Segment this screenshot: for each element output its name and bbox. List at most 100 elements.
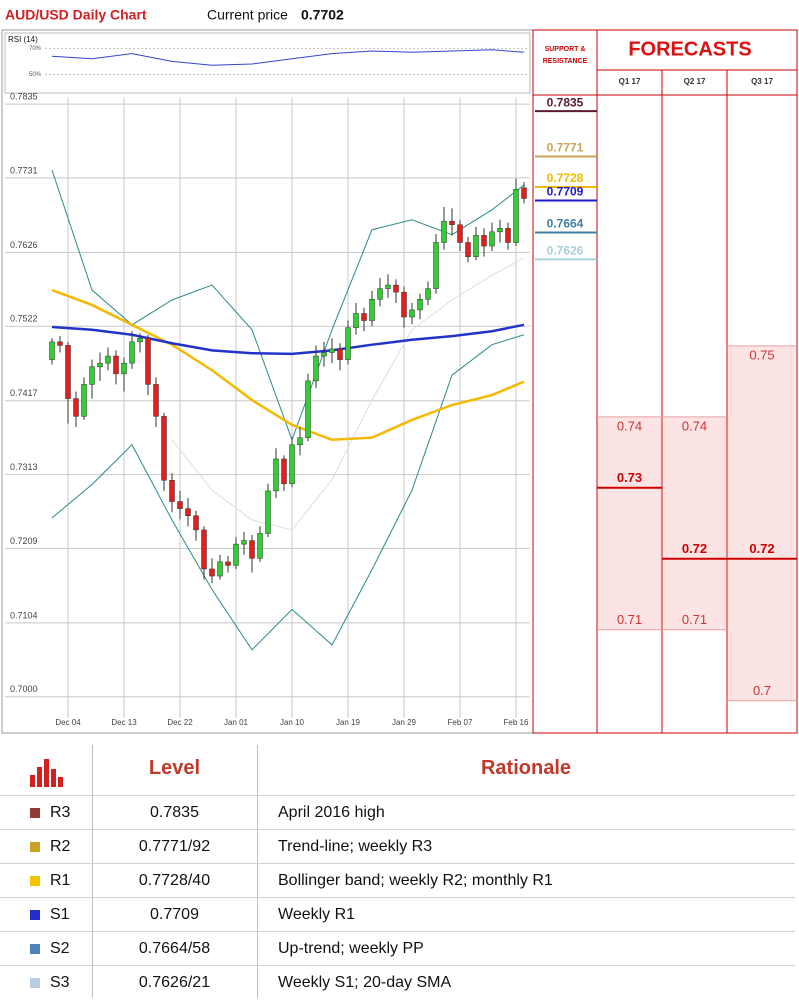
- y-tick-label: 0.7731: [10, 165, 38, 175]
- candle-body: [297, 437, 303, 446]
- level-name: S2: [50, 940, 70, 957]
- column-line: [92, 745, 93, 998]
- level-label: 0.7626: [547, 244, 584, 258]
- level-value: 0.7664/58: [138, 940, 211, 957]
- candle-body: [49, 341, 55, 360]
- candle-body: [345, 327, 351, 360]
- candle-body: [497, 228, 503, 233]
- candle-body: [433, 242, 439, 289]
- chart-title: AUD/USD Daily Chart: [5, 7, 147, 23]
- candle-body: [313, 355, 319, 382]
- candle-body: [281, 458, 287, 485]
- level-label: 0.7835: [547, 95, 584, 109]
- candle-body: [113, 355, 119, 375]
- y-tick-label: 0.7000: [10, 684, 38, 694]
- levels-table: Level Rationale R3 0.7835 April 2016 high R…: [0, 745, 799, 998]
- candle-body: [393, 284, 399, 293]
- forecast-high-label: 0.74: [682, 418, 707, 433]
- candle-body: [369, 299, 375, 321]
- candle-body: [417, 299, 423, 311]
- candle-body: [481, 235, 487, 247]
- candle-body: [185, 508, 191, 516]
- x-tick-label: Jan 19: [336, 718, 361, 727]
- candle-body: [153, 384, 159, 417]
- candle-body: [441, 220, 447, 243]
- level-name: S3: [50, 974, 70, 991]
- level-rationale: April 2016 high: [278, 804, 385, 821]
- y-tick-label: 0.7835: [10, 91, 38, 101]
- forecast-central-label: 0.73: [617, 470, 642, 485]
- forecast-high-label: 0.74: [617, 418, 642, 433]
- candle-body: [521, 187, 527, 199]
- level-value: 0.7626/21: [138, 974, 211, 991]
- y-tick-label: 0.7313: [10, 462, 38, 472]
- overlay-line: [51, 323, 525, 356]
- forecast-low-label: 0.7: [753, 683, 771, 698]
- level-label: 0.7664: [547, 217, 584, 231]
- candle-body: [289, 444, 295, 485]
- x-tick-label: Jan 29: [392, 718, 417, 727]
- y-tick-label: 0.7104: [10, 610, 38, 620]
- level-rationale: Weekly R1: [278, 906, 356, 923]
- candle-body: [105, 355, 111, 364]
- quarter-label: Q3 17: [751, 77, 773, 86]
- price-label: Current price: [207, 7, 288, 23]
- candle-body: [249, 540, 255, 559]
- candle-body: [425, 288, 431, 300]
- table-row: R1 0.7728/40 Bollinger band; weekly R2; mo…: [0, 863, 795, 898]
- candle-body: [257, 533, 263, 559]
- candle-body: [129, 341, 135, 364]
- candle-body: [273, 458, 279, 492]
- candle-body: [321, 352, 327, 357]
- overlay-line: [51, 334, 525, 651]
- level-label: 0.7771: [547, 141, 584, 155]
- candle-body: [361, 313, 367, 321]
- candle-body: [137, 338, 143, 343]
- x-tick-label: Dec 13: [111, 718, 137, 727]
- level-swatch: [30, 808, 40, 818]
- x-tick-label: Feb 16: [504, 718, 529, 727]
- forecast-low-label: 0.71: [617, 612, 642, 627]
- sr-title: SUPPORT & RESISTANCE: [542, 46, 588, 65]
- candle-body: [449, 220, 455, 225]
- forecast-low-label: 0.71: [682, 612, 707, 627]
- candle-body: [57, 341, 63, 346]
- level-label: 0.7728: [547, 171, 584, 185]
- candle-body: [161, 416, 167, 481]
- level-swatch: [30, 910, 40, 920]
- forecast-range: [728, 345, 796, 701]
- candle-body: [513, 189, 519, 243]
- y-tick-label: 0.7209: [10, 536, 38, 546]
- table-icon: [30, 759, 63, 787]
- table-row: R3 0.7835 April 2016 high: [0, 795, 795, 830]
- chart-area: AUD/USD Daily Chart Current price 0.7702…: [1, 7, 798, 734]
- candle-body: [337, 348, 343, 360]
- level-swatch: [30, 876, 40, 886]
- overlay-line: [51, 288, 525, 442]
- candle-body: [201, 529, 207, 570]
- candle-body: [409, 309, 415, 318]
- y-tick-label: 70%: [29, 46, 42, 52]
- candle-body: [121, 362, 127, 375]
- candle-body: [505, 228, 511, 243]
- candle-body: [305, 380, 311, 438]
- level-rationale: Bollinger band; weekly R2; monthly R1: [278, 872, 553, 889]
- sr-title-box: SUPPORT & RESISTANCE: [542, 46, 588, 65]
- candle-body: [81, 384, 87, 417]
- rsi-title: RSI (14): [8, 35, 38, 44]
- candle-body: [145, 338, 151, 385]
- header-rationale: Rationale: [480, 757, 572, 779]
- x-tick-label: Jan 01: [224, 718, 249, 727]
- column-line: [257, 745, 258, 998]
- candle-body: [265, 490, 271, 534]
- forecast-central-label: 0.72: [682, 541, 707, 556]
- candle-body: [465, 242, 471, 257]
- candle-body: [457, 224, 463, 243]
- candle-body: [353, 313, 359, 328]
- candle-body: [233, 543, 239, 566]
- level-rationale: Weekly S1; 20-day SMA: [278, 974, 452, 991]
- current-price: 0.7702: [301, 7, 344, 23]
- y-tick-label: 0.7522: [10, 314, 38, 324]
- forecast-title: FORECASTS: [628, 38, 751, 60]
